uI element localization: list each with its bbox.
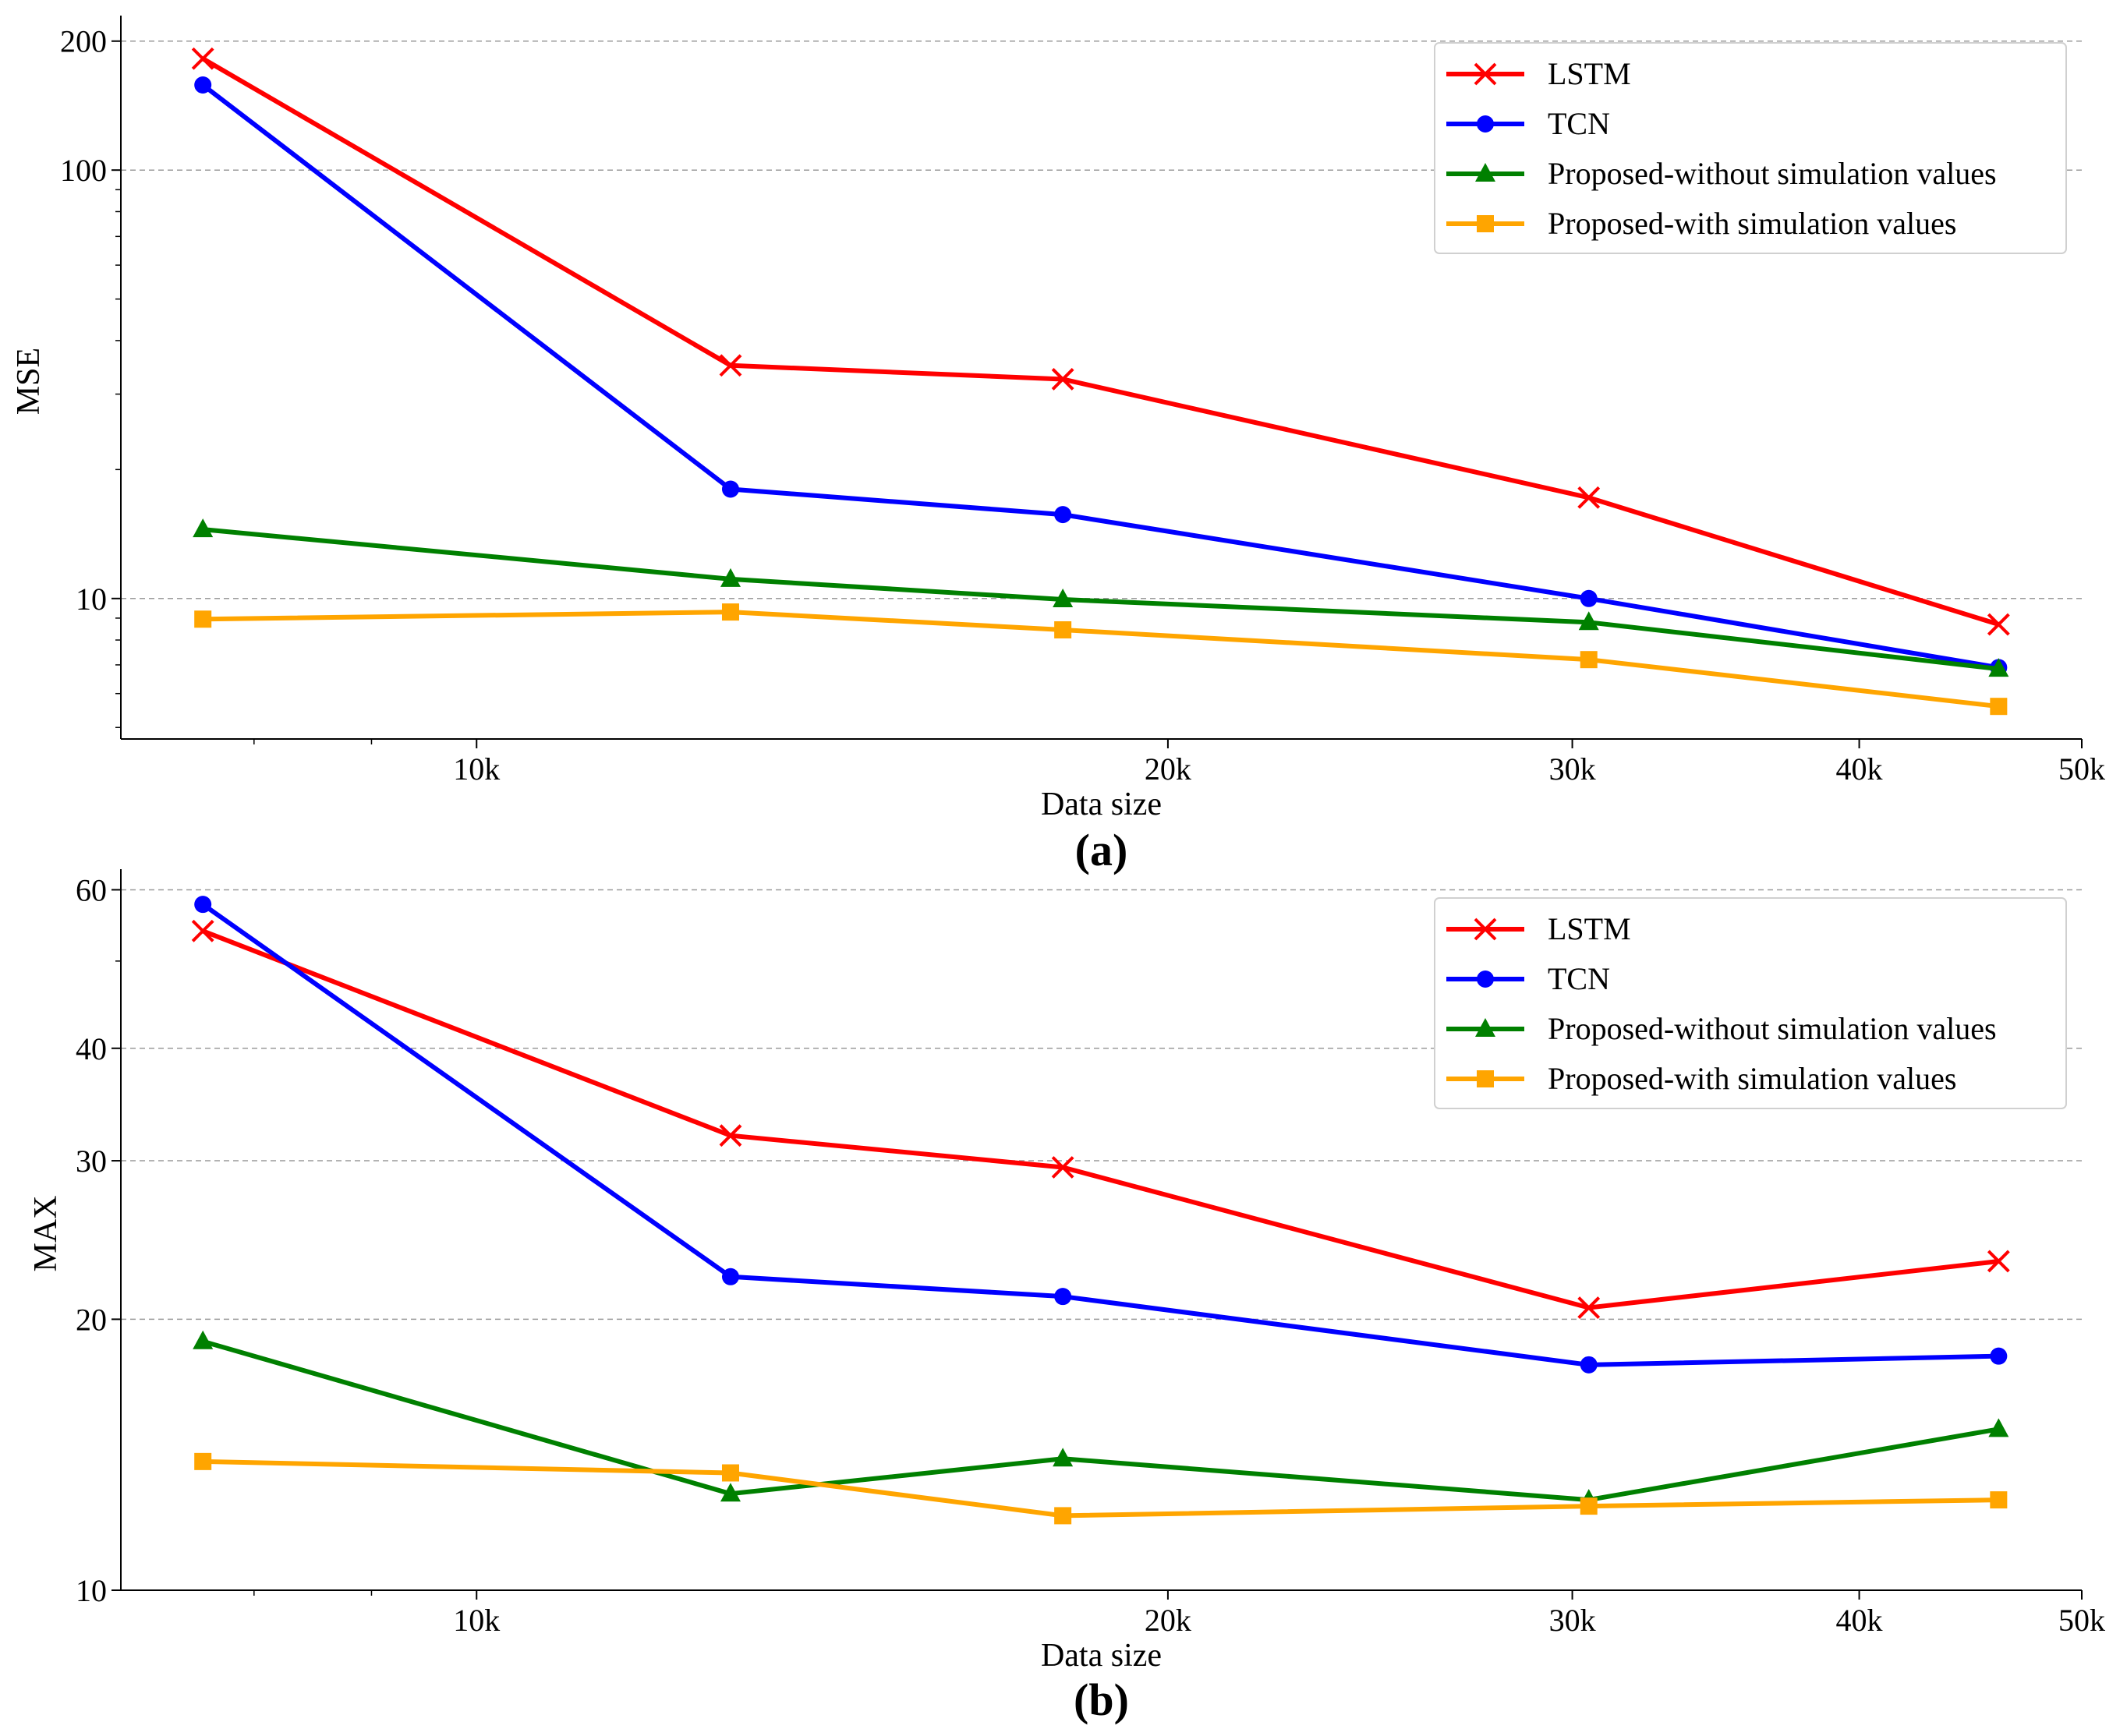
data-point	[1054, 1288, 1072, 1306]
y-axis-label: MSE	[11, 348, 47, 415]
x-tick-label: 40k	[1836, 751, 1883, 787]
legend-label: LSTM	[1548, 56, 1631, 91]
data-point	[191, 919, 214, 942]
data-point	[719, 354, 742, 377]
legend-label: Proposed-without simulation values	[1548, 156, 1997, 191]
data-point	[1054, 506, 1072, 524]
panel-a: 10 100 200 10k 20k 30k 40k 50k Data size MSE (a) LS…	[11, 16, 2105, 875]
data-point	[721, 1464, 739, 1482]
data-point	[1580, 1497, 1598, 1515]
legend-marker	[1477, 1070, 1494, 1087]
data-point	[194, 1452, 212, 1470]
legend-marker	[1475, 163, 1495, 182]
series-line	[202, 1338, 1999, 1503]
data-point	[720, 1483, 741, 1502]
data-point	[1577, 1296, 1601, 1319]
legend-box	[1434, 42, 2067, 254]
data-point	[1053, 1448, 1074, 1467]
series-line	[202, 527, 1999, 672]
legend-label: TCN	[1548, 961, 1610, 996]
legend-box	[1434, 897, 2067, 1109]
data-point	[1988, 1418, 2009, 1437]
data-point	[1578, 611, 1599, 631]
x-axis-label: Data size	[1041, 1638, 1162, 1674]
y-tick-label: 10	[76, 582, 107, 617]
legend-label: Proposed-with simulation values	[1548, 206, 1956, 241]
data-point	[194, 610, 212, 628]
series-line	[203, 610, 1999, 709]
data-point	[1580, 589, 1598, 607]
x-tick-label: 10k	[453, 1603, 500, 1638]
y-tick-label: 40	[76, 1031, 107, 1066]
data-point	[721, 603, 739, 621]
legend-marker	[1477, 115, 1494, 133]
data-point	[1051, 1156, 1074, 1179]
data-point	[194, 896, 212, 914]
legend-label: TCN	[1548, 106, 1610, 141]
legend-marker	[1474, 62, 1497, 86]
y-tick-label: 60	[76, 872, 107, 907]
panel-b: 10 20 30 40 60 10k 20k 30k 40k 50k Data size MAX (b)…	[28, 869, 2105, 1725]
legend-label: Proposed-with simulation values	[1548, 1061, 1956, 1096]
x-tick-label: 20k	[1145, 751, 1191, 787]
data-point	[1580, 651, 1598, 669]
data-point	[1053, 588, 1074, 607]
x-tick-label: 50k	[2058, 751, 2105, 787]
data-point	[1990, 698, 2008, 716]
data-point	[719, 1124, 742, 1147]
data-point	[1988, 658, 2009, 677]
data-point	[191, 47, 214, 70]
data-point	[1054, 1507, 1072, 1525]
x-tick-label: 40k	[1836, 1603, 1883, 1638]
panel-label: (a)	[1075, 825, 1128, 875]
data-point	[193, 518, 214, 538]
legend-marker	[1475, 1018, 1495, 1037]
x-axis-label: Data size	[1041, 787, 1162, 822]
x-tick-label: 50k	[2058, 1603, 2105, 1638]
data-point	[721, 480, 739, 498]
y-tick-label: 200	[60, 24, 107, 59]
data-point	[1990, 1491, 2008, 1509]
y-tick-label: 30	[76, 1144, 107, 1179]
data-point	[1577, 486, 1601, 509]
legend-label: Proposed-without simulation values	[1548, 1011, 1997, 1046]
panel-label: (b)	[1074, 1674, 1129, 1725]
x-tick-label: 30k	[1549, 1603, 1596, 1638]
data-point	[1990, 1347, 2008, 1365]
data-point	[1054, 621, 1072, 638]
data-point	[194, 76, 212, 94]
y-axis-label: MAX	[28, 1195, 64, 1271]
y-tick-label: 20	[76, 1302, 107, 1337]
legend-label: LSTM	[1548, 911, 1631, 946]
legend-marker	[1474, 917, 1497, 941]
data-point	[1051, 368, 1074, 391]
data-point	[1987, 1250, 2010, 1273]
y-tick-label: 10	[76, 1573, 107, 1608]
data-point	[720, 567, 741, 587]
data-point	[1580, 1356, 1598, 1374]
x-tick-label: 30k	[1549, 751, 1596, 787]
series-line	[203, 1458, 1999, 1519]
y-tick-label: 100	[60, 153, 107, 188]
data-point	[193, 1330, 214, 1349]
legend-marker	[1477, 215, 1494, 232]
data-point	[721, 1268, 739, 1285]
x-tick-label: 10k	[453, 751, 500, 787]
x-tick-label: 20k	[1145, 1603, 1191, 1638]
data-point	[1987, 613, 2010, 636]
legend-marker	[1477, 971, 1494, 988]
